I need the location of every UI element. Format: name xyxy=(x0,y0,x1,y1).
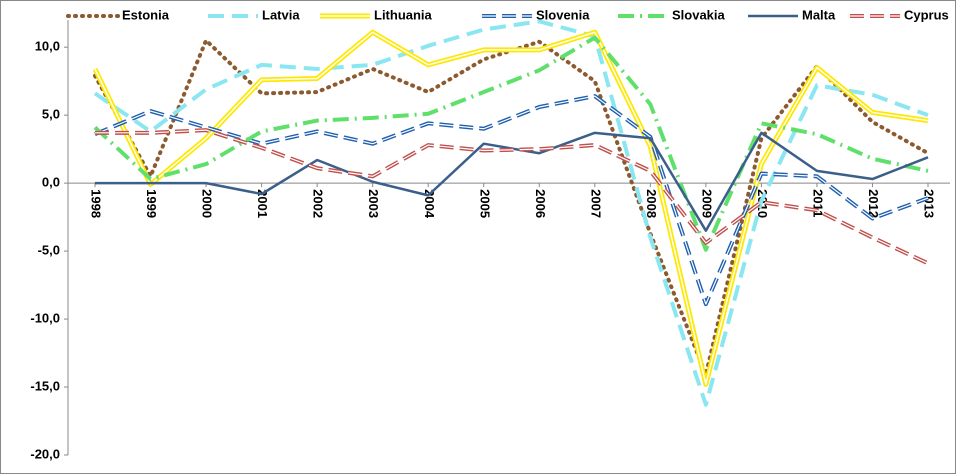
x-tick-label: 1998 xyxy=(89,189,104,218)
x-tick-label: 2000 xyxy=(200,189,215,218)
x-tick-label: 1999 xyxy=(144,189,159,218)
series-line-inner xyxy=(94,31,929,386)
x-tick-label: 2012 xyxy=(866,189,881,218)
legend-label: Estonia xyxy=(122,7,170,22)
x-tick-label: 2008 xyxy=(644,189,659,218)
legend-label: Latvia xyxy=(262,7,300,22)
x-tick-label: 2005 xyxy=(477,189,492,218)
x-tick-label: 2013 xyxy=(922,189,937,218)
legend-label: Cyprus xyxy=(904,7,949,22)
x-tick-label: 2006 xyxy=(533,189,548,218)
x-tick-label: 2002 xyxy=(311,189,326,218)
x-tick-label: 2003 xyxy=(366,189,381,218)
y-tick-label: 0,0 xyxy=(42,175,60,190)
series-line-inner xyxy=(94,95,929,305)
y-tick-label: -20,0 xyxy=(30,446,60,461)
legend-label: Lithuania xyxy=(374,7,433,22)
y-tick-label: 5,0 xyxy=(42,107,60,122)
series-line xyxy=(93,19,929,407)
legend-label: Slovenia xyxy=(536,7,590,22)
y-tick-label: -10,0 xyxy=(30,311,60,326)
legend-label: Malta xyxy=(802,7,836,22)
x-tick-label: 2001 xyxy=(255,189,270,218)
x-tick-label: 2004 xyxy=(422,189,437,219)
x-tick-label: 2011 xyxy=(810,189,825,217)
series-line xyxy=(93,35,929,252)
y-tick-label: -15,0 xyxy=(30,378,60,393)
series-line-inner xyxy=(95,129,929,264)
legend-label: Slovakia xyxy=(672,7,726,22)
y-tick-label: 10,0 xyxy=(35,39,60,54)
x-tick-label: 2007 xyxy=(588,189,603,218)
series-line xyxy=(95,131,929,232)
y-tick-label: -5,0 xyxy=(38,243,60,258)
series-line xyxy=(94,94,929,307)
x-tick-label: 2009 xyxy=(699,189,714,218)
